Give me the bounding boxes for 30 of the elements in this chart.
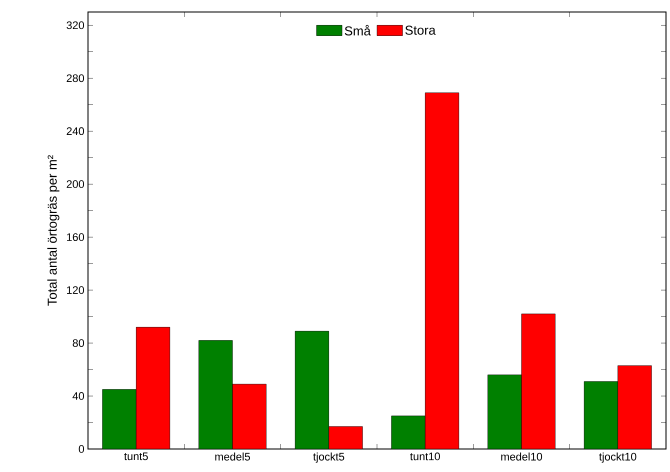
- y-tick-label: 280: [66, 74, 84, 82]
- x-tick-label: medel10: [501, 452, 542, 461]
- bar: [232, 384, 266, 449]
- y-tick-label: 320: [66, 21, 84, 30]
- x-tick-label: tjockt5: [313, 452, 344, 463]
- bar: [618, 365, 652, 449]
- y-tick-label: 200: [66, 180, 84, 188]
- x-tick-label: tunt5: [124, 452, 148, 460]
- bar: [136, 326, 170, 449]
- x-tick-label: tunt10: [410, 452, 440, 460]
- bar: [488, 374, 522, 449]
- y-tick-label: 240: [66, 127, 84, 136]
- bar: [294, 330, 330, 449]
- y-tick-label: 0: [78, 445, 84, 453]
- legend-label: Små: [344, 24, 371, 36]
- bar: [584, 381, 618, 449]
- bar: [521, 314, 556, 449]
- y-tick-label: 80: [72, 339, 84, 347]
- bar: [102, 389, 136, 449]
- y-tick-label: 160: [67, 233, 84, 241]
- bar: [328, 426, 363, 449]
- bar: [391, 416, 426, 449]
- y-axis-title: Total antal örtogräs per m²: [47, 155, 60, 306]
- x-tick-label: medel5: [215, 452, 250, 461]
- y-tick-label: 120: [67, 286, 84, 294]
- x-tick-label: tjockt10: [599, 452, 636, 463]
- y-tick-label: 40: [72, 392, 84, 400]
- bar: [425, 92, 459, 449]
- legend-label: Stora: [405, 26, 436, 35]
- bar: [198, 340, 233, 449]
